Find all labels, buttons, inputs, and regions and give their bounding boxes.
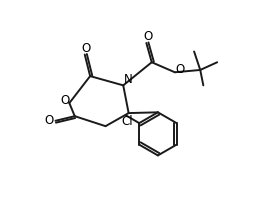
- Text: O: O: [82, 42, 91, 55]
- Text: Cl: Cl: [122, 115, 133, 128]
- Text: O: O: [60, 94, 69, 107]
- Text: N: N: [123, 73, 132, 86]
- Text: O: O: [143, 30, 152, 43]
- Text: O: O: [176, 64, 185, 76]
- Text: O: O: [45, 113, 54, 127]
